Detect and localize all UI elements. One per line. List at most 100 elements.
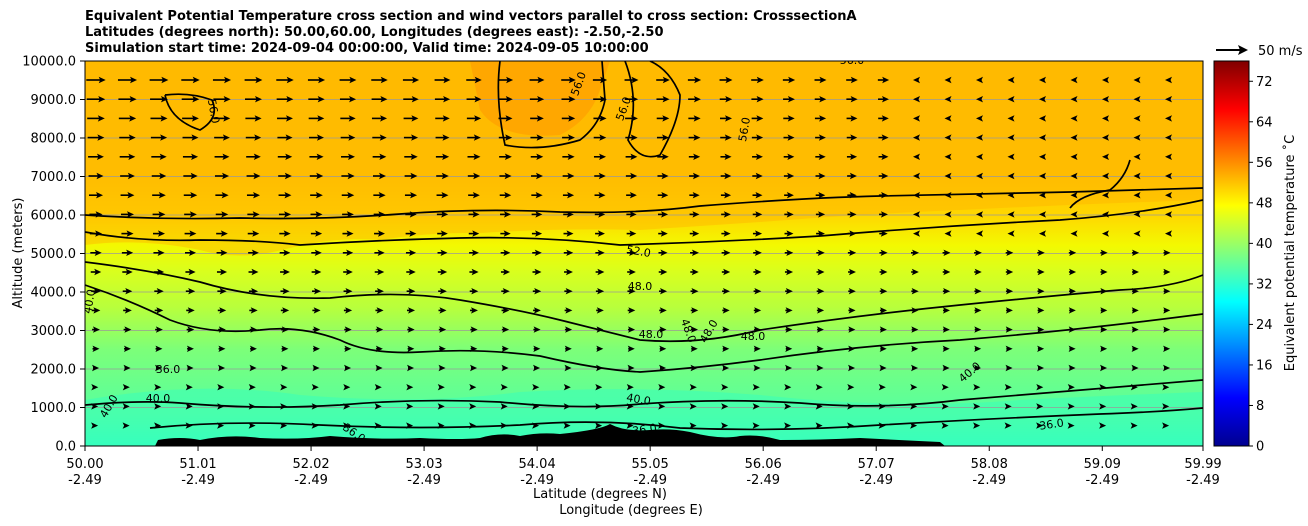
wind-vector bbox=[466, 76, 482, 84]
wind-vector bbox=[784, 230, 794, 237]
wind-vector bbox=[1165, 76, 1172, 84]
wind-vector bbox=[910, 384, 918, 391]
wind-vector bbox=[246, 172, 261, 180]
wind-vector bbox=[247, 211, 260, 218]
wind-vector bbox=[878, 422, 886, 429]
wind-vector bbox=[436, 172, 449, 180]
wind-vector bbox=[848, 268, 856, 276]
wind-vector bbox=[247, 230, 260, 237]
wind-vector bbox=[117, 76, 138, 84]
wind-vector bbox=[438, 307, 447, 314]
wind-vector bbox=[438, 364, 446, 372]
wind-vector bbox=[878, 153, 889, 160]
wind-vector bbox=[1005, 364, 1013, 372]
wind-vector bbox=[878, 384, 886, 391]
wind-vector bbox=[753, 268, 762, 276]
wind-vector bbox=[469, 268, 479, 276]
wind-vector bbox=[816, 230, 825, 237]
wind-vector bbox=[942, 288, 951, 295]
wind-vector bbox=[213, 96, 231, 103]
wind-vector bbox=[722, 288, 730, 295]
wind-vector bbox=[594, 211, 606, 218]
wind-vector bbox=[279, 230, 291, 237]
wind-vector bbox=[123, 326, 132, 333]
wind-vector bbox=[1100, 288, 1108, 295]
wind-vector bbox=[815, 403, 823, 410]
wind-vector bbox=[1070, 172, 1078, 180]
wind-vector bbox=[248, 384, 256, 391]
wind-vector bbox=[847, 211, 857, 218]
wind-vector bbox=[784, 403, 792, 410]
colorbar-tick-label: 0 bbox=[1256, 440, 1264, 455]
wind-vector bbox=[121, 230, 134, 237]
wind-vector bbox=[1165, 115, 1172, 122]
wind-vector bbox=[1037, 249, 1045, 256]
wind-vector bbox=[1100, 364, 1108, 372]
wind-vector bbox=[944, 172, 952, 180]
wind-vector bbox=[753, 307, 762, 314]
wind-vector bbox=[215, 192, 229, 199]
wind-vector bbox=[1165, 172, 1172, 180]
wind-vector bbox=[183, 192, 198, 199]
wind-vector bbox=[721, 384, 729, 391]
wind-vector bbox=[1100, 326, 1108, 333]
wind-vector bbox=[1004, 422, 1012, 429]
wind-vector bbox=[278, 192, 292, 199]
wind-vector bbox=[181, 96, 200, 103]
contour-label: 52.0 bbox=[625, 243, 651, 260]
wind-vector bbox=[530, 153, 544, 160]
wind-vector bbox=[91, 384, 99, 391]
wind-vector bbox=[1037, 345, 1045, 352]
wind-vector bbox=[659, 326, 667, 333]
wind-vector bbox=[976, 134, 983, 141]
wind-vector bbox=[816, 307, 825, 314]
wind-vector bbox=[212, 76, 232, 84]
wind-vector bbox=[310, 230, 323, 237]
wind-vector bbox=[498, 96, 513, 103]
wind-vector bbox=[751, 115, 764, 122]
wind-vector bbox=[974, 268, 982, 276]
wind-vector bbox=[594, 192, 606, 199]
wind-vector bbox=[657, 153, 669, 160]
wind-vector bbox=[976, 153, 983, 160]
wind-vector bbox=[626, 211, 637, 218]
wind-vector bbox=[154, 288, 164, 295]
wind-vector bbox=[689, 172, 700, 180]
wind-vector bbox=[150, 134, 168, 141]
wind-vector bbox=[1039, 230, 1046, 237]
wind-vector bbox=[721, 249, 731, 256]
wind-vector bbox=[626, 422, 634, 429]
wind-vector bbox=[246, 153, 261, 160]
wind-vector bbox=[278, 211, 292, 218]
wind-vector bbox=[245, 96, 262, 103]
wind-vector bbox=[1102, 230, 1109, 237]
wind-vector bbox=[564, 345, 572, 352]
wind-vector bbox=[89, 230, 103, 237]
wind-vector bbox=[879, 211, 888, 218]
wind-vector bbox=[719, 96, 733, 103]
wind-vector bbox=[942, 249, 951, 256]
wind-vector bbox=[373, 211, 386, 218]
wind-vector bbox=[249, 345, 257, 352]
wind-vector bbox=[311, 268, 322, 276]
wind-vector bbox=[847, 422, 855, 429]
wind-vector bbox=[278, 172, 292, 180]
wind-vector bbox=[406, 307, 416, 314]
wind-vector bbox=[1130, 422, 1138, 429]
wind-vector bbox=[751, 76, 764, 84]
wind-vector bbox=[185, 249, 196, 256]
wind-vector bbox=[656, 76, 670, 84]
wind-vector bbox=[752, 403, 760, 410]
wind-vector bbox=[562, 153, 575, 160]
wind-vector bbox=[563, 211, 574, 218]
y-tick-label: 3000.0 bbox=[31, 324, 77, 339]
wind-vector bbox=[562, 134, 575, 141]
wind-vector bbox=[974, 288, 982, 295]
wind-vector bbox=[186, 326, 195, 333]
x-tick-label-lat: 51.01 bbox=[179, 457, 216, 472]
wind-vector bbox=[280, 288, 290, 295]
wind-vector bbox=[658, 249, 668, 256]
wind-vector bbox=[564, 307, 573, 314]
wind-vector bbox=[688, 153, 701, 160]
wind-vector bbox=[466, 96, 482, 103]
